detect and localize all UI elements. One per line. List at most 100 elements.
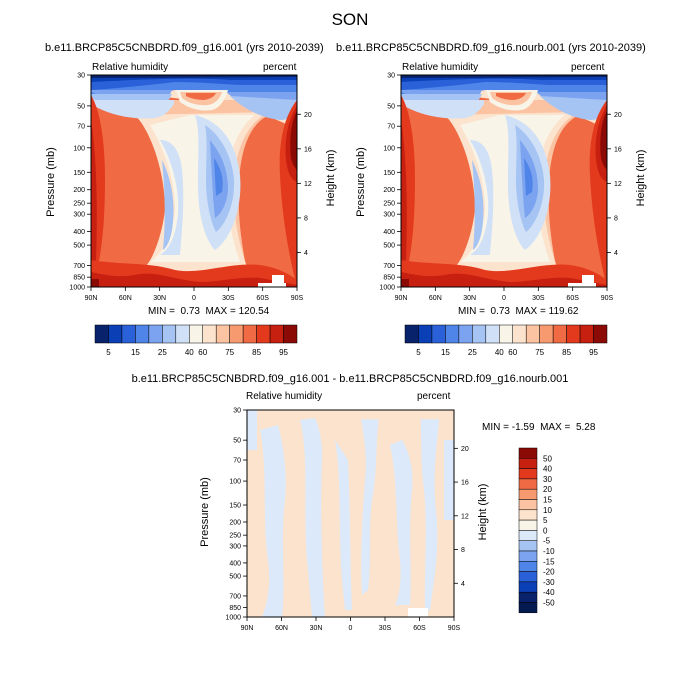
panel1-left-label: Relative humidity — [92, 62, 169, 73]
panel3-ytick-label: 850 — [229, 605, 241, 612]
panel2-xtick-label: 60N — [429, 295, 442, 302]
panel3-min-value: -1.59 — [511, 422, 535, 433]
panel3-colorbar-label: -50 — [543, 599, 555, 608]
panel1-y2tick-label: 20 — [304, 112, 312, 119]
panel2-max-label: MAX = — [515, 306, 546, 317]
panel3-min-label: MIN = — [482, 422, 509, 433]
panel1-colorbar-cell — [215, 324, 230, 344]
panel1-y2tick-label: 12 — [304, 181, 312, 188]
panel3-colorbar-label: -5 — [543, 537, 551, 546]
panel3-colorbar-label: -30 — [543, 578, 555, 587]
panel2-colorbar-cell — [593, 324, 608, 344]
panel2-y2tick-label: 12 — [614, 181, 622, 188]
panel3-xtick-label: 90N — [241, 625, 254, 632]
panel3-colorbar-label: -10 — [543, 547, 555, 556]
panel2-ytick-label: 250 — [383, 201, 395, 208]
panel1-right-label: percent — [263, 62, 297, 73]
panel3-colorbar-label: 50 — [543, 454, 552, 463]
panel3-colorbar-cell — [518, 561, 538, 572]
panel2-ytick-label: 700 — [383, 263, 395, 270]
panel1-colorbar-cell — [242, 324, 257, 344]
panel1-ytick-label: 300 — [73, 212, 85, 219]
panel1-ytick-label: 30 — [77, 73, 85, 80]
panel2-y2tick-label: 16 — [614, 146, 622, 153]
panel1-title: b.e11.BRCP85C5CNBDRD.f09_g16.001 (yrs 20… — [45, 42, 324, 54]
panel1-colorbar-label: 60 — [198, 348, 207, 357]
panel2-colorbar-cell — [472, 324, 487, 344]
panel3-xtick-label: 60S — [413, 625, 426, 632]
panel2-ytick-label: 70 — [387, 124, 395, 131]
panel3-xtick-label: 0 — [349, 625, 353, 632]
panel2-colorbar-label: 95 — [589, 348, 598, 357]
panel2-xtick-label: 90S — [601, 295, 614, 302]
panel3-ytick-label: 50 — [233, 438, 241, 445]
panel3-colorbar-cell — [518, 530, 538, 541]
panel2-colorbar-label: 60 — [508, 348, 517, 357]
panel3-xtick-label: 30S — [379, 625, 392, 632]
panel2-ytick-label: 30 — [387, 73, 395, 80]
panel3-colorbar-label: -40 — [543, 588, 555, 597]
panel3-ytick-label: 70 — [233, 458, 241, 465]
panel3-colorbar-cell — [518, 468, 538, 480]
panel1-ytick-label: 700 — [73, 263, 85, 270]
panel2-xtick-label: 30N — [463, 295, 476, 302]
panel2-y2label: Height (km) — [635, 149, 647, 207]
panel1-field — [91, 75, 297, 287]
panel3-colorbar-label: 40 — [543, 465, 552, 474]
panel2-xtick-label: 60S — [566, 295, 579, 302]
panel3-ytick-label: 700 — [229, 593, 241, 600]
panel2-colorbar-cell — [539, 324, 554, 344]
panel1-colorbar-cell — [269, 324, 284, 344]
panel2-ytick-label: 100 — [383, 145, 395, 152]
panel3-colorbar-label: 20 — [543, 485, 552, 494]
panel3-ytick-label: 150 — [229, 503, 241, 510]
panel2-min-label: MIN = — [458, 306, 485, 317]
panel3-ytick-label: 250 — [229, 533, 241, 540]
panel3-colorbar-label: -15 — [543, 557, 555, 566]
panel2-colorbar-label: 25 — [468, 348, 477, 357]
panel2-colorbar-label: 5 — [416, 348, 421, 357]
panel3-colorbar-cell — [518, 499, 538, 511]
panel3-y2tick-label: 16 — [461, 480, 469, 487]
panel2-right-label: percent — [571, 62, 605, 73]
panel1-ytick-label: 70 — [77, 124, 85, 131]
panel3-minmax: MIN = -1.59 MAX = 5.28 — [482, 422, 595, 433]
panel3-colorbar-cell — [518, 602, 538, 614]
panel3-colorbar-cell — [518, 550, 538, 562]
panel1-colorbar-label: 40 — [185, 348, 194, 357]
panel3-colorbar-label: 5 — [543, 516, 548, 525]
panel2-min-value: 0.73 — [490, 306, 510, 317]
panel2-field — [401, 75, 607, 287]
panel1-ylabel: Pressure (mb) — [45, 147, 57, 217]
panel3-y2label: Height (km) — [477, 483, 489, 541]
panel2-colorbar-cell — [418, 324, 433, 344]
panel3-colorbar-cell — [518, 478, 538, 490]
panel2-colorbar-label: 85 — [562, 348, 571, 357]
panel3-y2tick-label: 20 — [461, 446, 469, 453]
panel2-colorbar-label: 75 — [535, 348, 544, 357]
panel2-colorbar-cell — [499, 324, 513, 344]
panel3-colorbar-label: 10 — [543, 506, 552, 515]
panel3-right-label: percent — [417, 391, 451, 402]
panel1-colorbar-label: 5 — [106, 348, 111, 357]
panel1-ytick-label: 500 — [73, 243, 85, 250]
panel1-ytick-label: 100 — [73, 145, 85, 152]
panel1-xtick-label: 60N — [119, 295, 132, 302]
panel1-xtick-label: 60S — [256, 295, 269, 302]
panel2-y2tick-label: 20 — [614, 112, 622, 119]
panel3-xtick-label: 30N — [310, 625, 323, 632]
panel2-minmax: MIN = 0.73 MAX = 119.62 — [458, 306, 578, 317]
panel1-ytick-label: 50 — [77, 103, 85, 110]
panel3-xtick-label: 60N — [275, 625, 288, 632]
panel2-y2tick-label: 8 — [614, 215, 618, 222]
panel1-ytick-label: 200 — [73, 187, 85, 194]
panel1-xtick-label: 0 — [192, 295, 196, 302]
panel1-colorbar-cell — [108, 324, 123, 344]
panel3-colorbar-cell — [518, 488, 538, 500]
panel1-xtick-label: 90S — [291, 295, 304, 302]
panel1-colorbar-cell — [135, 324, 150, 344]
panel1-colorbar-label: 75 — [225, 348, 234, 357]
panel2-xtick-label: 30S — [532, 295, 545, 302]
panel1-y2tick-label: 4 — [304, 250, 308, 257]
figure-title: SON — [331, 10, 369, 29]
